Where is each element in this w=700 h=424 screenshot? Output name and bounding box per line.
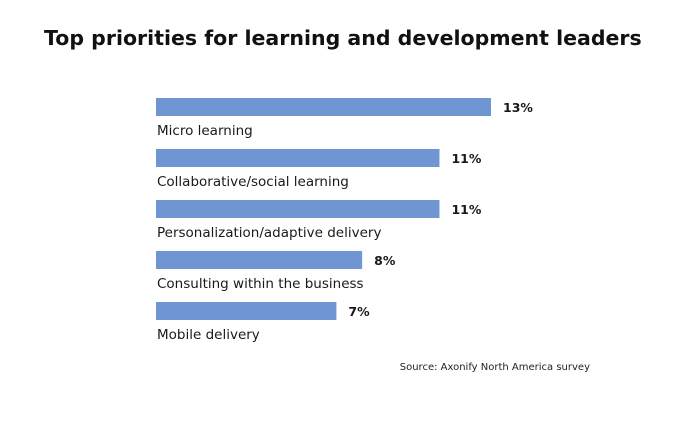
bar bbox=[156, 149, 440, 167]
category-label: Consulting within the business bbox=[157, 276, 364, 292]
chart-title: Top priorities for learning and developm… bbox=[44, 26, 642, 50]
value-label: 11% bbox=[451, 202, 481, 217]
value-label: 8% bbox=[374, 253, 396, 268]
category-label: Collaborative/social learning bbox=[157, 174, 349, 190]
bar bbox=[156, 251, 363, 269]
value-label: 11% bbox=[451, 151, 481, 166]
value-label: 7% bbox=[348, 304, 370, 319]
source-note: Source: Axonify North America survey bbox=[399, 362, 590, 373]
category-label: Micro learning bbox=[157, 123, 253, 139]
bar bbox=[156, 98, 491, 116]
bars-layer: 13% Micro learning 11% Collaborative/social… bbox=[156, 98, 533, 343]
value-label: 13% bbox=[503, 100, 533, 115]
bar bbox=[156, 200, 440, 218]
category-label: Personalization/adaptive delivery bbox=[157, 225, 381, 241]
bar bbox=[156, 302, 337, 320]
category-label: Mobile delivery bbox=[157, 327, 260, 343]
